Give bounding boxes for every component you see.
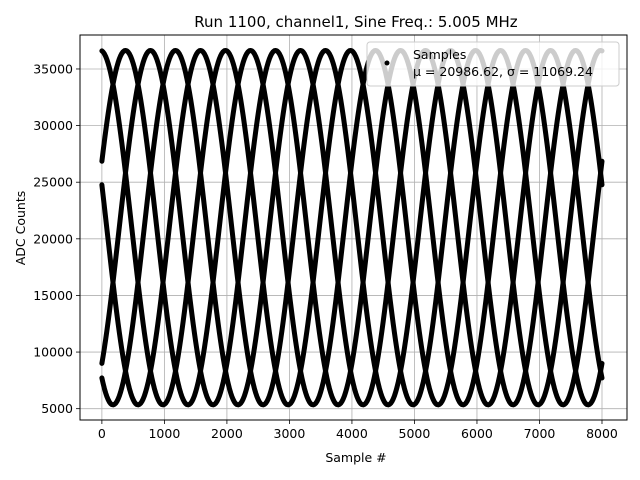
y-axis: 5000 10000 15000 20000 25000 30000 35000 bbox=[33, 61, 80, 416]
x-tick-label: 8000 bbox=[586, 426, 618, 441]
legend: Samples μ = 20986.62, σ = 11069.24 bbox=[366, 41, 620, 87]
y-tick-label: 5000 bbox=[41, 401, 73, 416]
plot-area bbox=[99, 47, 605, 408]
x-tick-label: 5000 bbox=[399, 426, 431, 441]
axes-frame bbox=[79, 34, 628, 421]
x-tick-label: 4000 bbox=[336, 426, 368, 441]
y-tick-label: 35000 bbox=[33, 61, 73, 76]
y-tick-label: 15000 bbox=[33, 288, 73, 303]
legend-series-name: Samples bbox=[413, 47, 466, 62]
y-tick-label: 20000 bbox=[33, 231, 73, 246]
x-tick-label: 6000 bbox=[461, 426, 493, 441]
x-axis-label: Sample # bbox=[325, 450, 386, 465]
y-tick-label: 30000 bbox=[33, 118, 73, 133]
sample-trace-3 bbox=[99, 47, 605, 408]
y-axis-label: ADC Counts bbox=[13, 191, 28, 266]
chart-title: Run 1100, channel1, Sine Freq.: 5.005 MH… bbox=[194, 13, 518, 31]
x-axis: 0 1000 2000 3000 4000 5000 6000 7000 8000 bbox=[98, 420, 618, 441]
sample-trace-4 bbox=[99, 47, 605, 408]
legend-stats: μ = 20986.62, σ = 11069.24 bbox=[413, 64, 593, 79]
x-tick-label: 7000 bbox=[524, 426, 556, 441]
sample-trace-5 bbox=[99, 47, 605, 408]
y-tick-label: 10000 bbox=[33, 345, 73, 360]
legend-marker bbox=[384, 60, 390, 66]
y-tick-label: 25000 bbox=[33, 175, 73, 190]
x-tick-label: 0 bbox=[98, 426, 106, 441]
x-tick-label: 3000 bbox=[274, 426, 306, 441]
sample-trace-2 bbox=[99, 47, 605, 408]
x-tick-label: 2000 bbox=[211, 426, 243, 441]
legend-box bbox=[366, 41, 620, 87]
x-tick-label: 1000 bbox=[148, 426, 180, 441]
